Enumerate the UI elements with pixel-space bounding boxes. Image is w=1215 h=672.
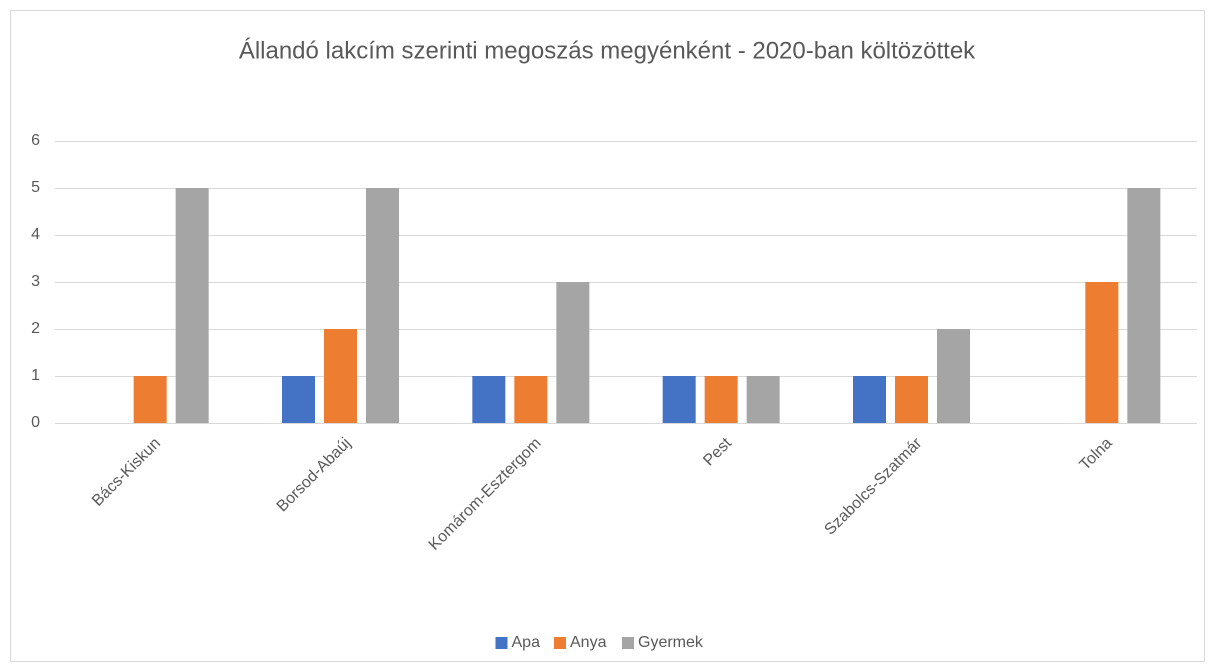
y-tick-label: 5 <box>31 179 40 196</box>
legend-swatch <box>622 637 634 649</box>
bar <box>556 282 590 423</box>
y-tick-label: 0 <box>31 414 40 431</box>
legend-label: Gyermek <box>638 634 704 651</box>
bar <box>746 376 780 423</box>
bar <box>175 188 209 423</box>
bar <box>324 329 357 423</box>
y-tick-label: 2 <box>31 320 40 337</box>
y-tick-label: 3 <box>31 273 40 290</box>
bar <box>937 329 970 423</box>
legend-swatch <box>495 637 508 649</box>
y-tick-label: 6 <box>31 132 40 149</box>
legend-swatch <box>554 637 566 649</box>
chart-border <box>10 10 1205 662</box>
bar <box>662 376 696 423</box>
bar <box>853 376 886 423</box>
y-tick-label: 1 <box>31 367 40 384</box>
legend-label: Apa <box>512 634 541 651</box>
bar <box>282 376 315 423</box>
legend-label: Anya <box>570 634 607 651</box>
bar <box>895 376 928 423</box>
bar <box>133 376 167 423</box>
bar <box>366 188 399 423</box>
bar <box>472 376 506 423</box>
bar <box>704 376 738 423</box>
y-tick-label: 4 <box>31 226 40 243</box>
chart-title: Állandó lakcím szerinti megoszás megyénk… <box>239 37 976 64</box>
bar <box>1127 188 1161 423</box>
bar <box>514 376 548 423</box>
bar <box>1085 282 1119 423</box>
